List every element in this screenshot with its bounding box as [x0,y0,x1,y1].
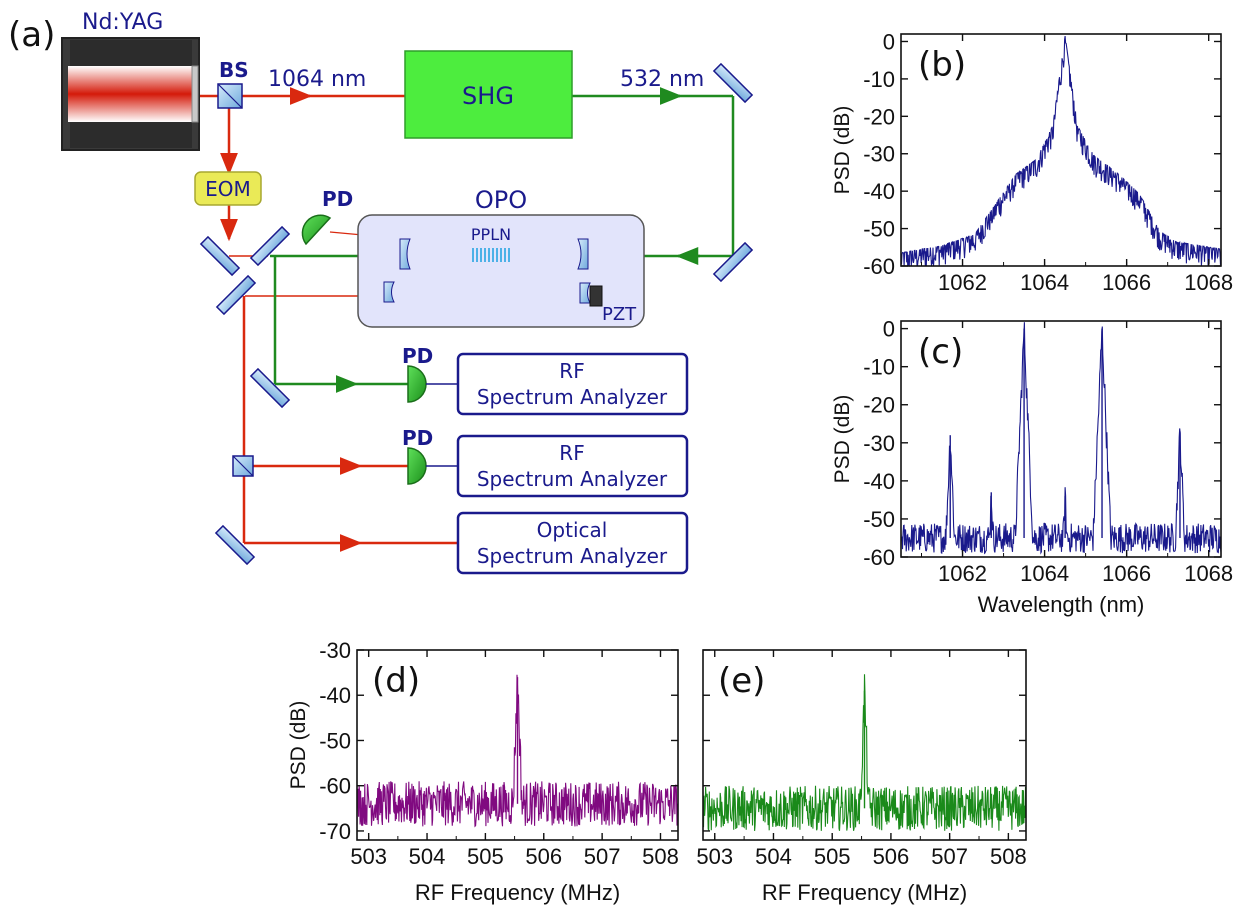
ppln-crystal [472,248,510,262]
series-line [356,674,679,828]
y-tick-label: -20 [863,104,895,129]
y-tick-label: -60 [863,254,895,279]
y-axis-label: PSD (dB) [831,106,854,195]
x-tick-label: 508 [642,844,679,869]
series-line [900,322,1222,555]
box1-line2: Spectrum Analyzer [477,385,668,409]
shg-label: SHG [462,82,514,110]
mirror-icons [199,62,754,566]
shg-crystal [404,50,573,139]
y-axis-label: PSD (dB) [287,701,310,790]
x-tick-label: 506 [873,844,910,869]
box2-line1: RF [559,441,584,465]
x-tick-label: 507 [931,844,968,869]
panel-label: (d) [372,661,420,701]
y-tick-label: -30 [319,638,351,663]
y-tick-label: -40 [863,179,895,204]
pd1-label: PD [402,344,433,368]
pzt-block [589,285,603,307]
beam-splitter [217,83,243,109]
plot-frame [900,320,1222,558]
y-tick-label: -10 [863,67,895,92]
eom-label: EOM [205,177,251,201]
x-tick-label: 1062 [938,270,987,295]
bs-label: BS [219,58,249,82]
series-line [702,674,1027,832]
pzt-label: PZT [602,304,637,325]
opo-cavity-box [357,214,645,328]
y-tick-label: -30 [863,431,895,456]
x-tick-label: 507 [584,844,621,869]
y-tick-label: -30 [863,142,895,167]
rf-spectrum-analyzer-2: RF Spectrum Analyzer [456,434,689,498]
box3-line1: Optical [537,518,608,542]
x-tick-label: 1066 [1102,561,1151,586]
photodiode-1-icon [407,365,427,403]
beam-1064-label: 1064 nm [268,67,366,92]
x-axis-label: Wavelength (nm) [978,592,1145,617]
cavity-mirrors [383,238,591,304]
nd-yag-laser [61,37,200,151]
x-tick-label: 1064 [1020,270,1069,295]
y-tick-label: -40 [863,469,895,494]
x-tick-label: 1064 [1020,561,1069,586]
box1-line1: RF [559,359,584,383]
rf-spectrum-analyzer-1: RF Spectrum Analyzer [456,352,689,416]
ppln-label: PPLN [471,225,511,244]
y-tick-label: -70 [319,819,351,844]
opo-label: OPO [475,186,527,214]
optical-spectrum-analyzer: Optical Spectrum Analyzer [456,511,689,575]
y-tick-label: -50 [863,507,895,532]
plot-frame [900,33,1222,267]
y-tick-label: -10 [863,355,895,380]
x-tick-label: 504 [409,844,446,869]
panel-label: (e) [718,661,765,701]
plot-panel-c: 1062 1064 1066 1068 0 -10 -20 -30 -40 -50 -60 (c) PS… [831,317,1233,617]
photodiode-top-icon [301,214,332,246]
x-tick-label: 505 [467,844,504,869]
plot-panel-b: 1062 1064 1066 1068 0 -10 -20 -30 -40 -50 -60 (b) PS… [831,29,1233,295]
x-tick-label: 504 [755,844,792,869]
panel-label: (c) [918,332,963,372]
box2-line2: Spectrum Analyzer [477,467,668,491]
y-tick-label: 0 [883,29,895,54]
x-axis-label: RF Frequency (MHz) [762,880,967,905]
y-axis-label: PSD (dB) [831,395,854,484]
y-tick-label: -50 [319,728,351,753]
x-tick-label: 505 [814,844,851,869]
y-tick-label: -60 [863,545,895,570]
y-tick-label: -40 [319,683,351,708]
panel-label: (b) [918,45,966,85]
beam-532-label: 532 nm [620,67,704,92]
photodiode-2-icon [407,447,427,485]
beam-splitter-2 [232,455,254,477]
series-line [900,36,1222,267]
y-tick-label: -60 [319,774,351,799]
x-tick-label: 1062 [938,561,987,586]
panel-label-a: (a) [8,15,55,55]
x-tick-label: 1066 [1102,270,1151,295]
plot-frame [702,649,1027,841]
plot-panel-d: 503 504 505 506 507 508 -30 -40 -50 -60 -70 (d) PSD … [287,638,679,905]
y-tick-label: -20 [863,393,895,418]
plot-frame [356,649,679,841]
plot-panel-e: 503 504 505 506 507 508 (e) RF Frequency (MHz) [696,649,1027,905]
eom-box [194,171,262,206]
x-tick-label: 1068 [1184,561,1233,586]
pd2-label: PD [402,426,433,450]
pd-top-label: PD [322,187,353,211]
laser-label: Nd:YAG [82,10,163,35]
y-tick-label: -50 [863,217,895,242]
x-axis-label: RF Frequency (MHz) [415,880,620,905]
x-tick-label: 503 [696,844,733,869]
schematic-panel: (a) Nd:YAG [8,10,754,575]
x-tick-label: 506 [525,844,562,869]
box3-line2: Spectrum Analyzer [477,544,668,568]
x-tick-label: 1068 [1184,270,1233,295]
x-tick-label: 503 [350,844,387,869]
y-tick-label: 0 [883,317,895,342]
x-tick-label: 508 [990,844,1027,869]
